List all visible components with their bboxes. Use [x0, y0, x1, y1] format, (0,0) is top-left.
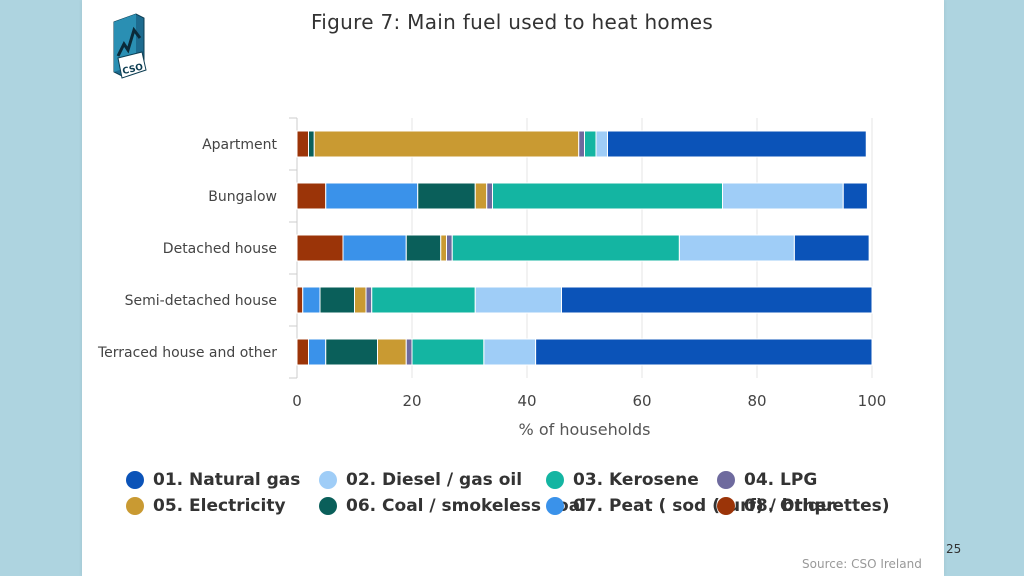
- bar-segment: [325, 182, 419, 210]
- legend-marker: [126, 497, 144, 515]
- bar-segment: [446, 234, 453, 262]
- legend-marker: [319, 471, 337, 489]
- bar-segment: [319, 286, 355, 314]
- bar-segment: [722, 182, 844, 210]
- x-tick-label: 40: [517, 392, 536, 410]
- bar-segment: [308, 338, 327, 366]
- legend-label: 01. Natural gas: [153, 470, 301, 490]
- legend-item[interactable]: 08. Other: [717, 496, 835, 516]
- legend-label: 03. Kerosene: [573, 470, 699, 490]
- bar-segment: [405, 338, 413, 366]
- bar-segment: [296, 338, 309, 366]
- bar-segment: [483, 338, 537, 366]
- legend-label: 05. Electricity: [153, 496, 286, 516]
- bar-segment: [371, 286, 476, 314]
- bar-segment: [451, 234, 680, 262]
- bar-segment: [607, 130, 867, 158]
- svg-text:CSO: CSO: [122, 62, 145, 77]
- bar-segment: [578, 130, 585, 158]
- bar-segment: [793, 234, 870, 262]
- category-label: Detached house: [163, 241, 277, 257]
- page-number: 25: [946, 542, 962, 556]
- bar-segment: [474, 286, 562, 314]
- bar-segment: [313, 130, 580, 158]
- legend-marker: [546, 497, 564, 515]
- bar-segment: [492, 182, 723, 210]
- legend-marker: [319, 497, 337, 515]
- bar-segment: [296, 182, 327, 210]
- chart-title: Figure 7: Main fuel used to heat homes: [310, 10, 714, 34]
- legend-marker: [126, 471, 144, 489]
- bar-segment: [474, 182, 488, 210]
- category-label: Apartment: [202, 137, 277, 153]
- bar-segment: [584, 130, 597, 158]
- bar-segment: [678, 234, 795, 262]
- bar-segment: [440, 234, 447, 262]
- category-label: Terraced house and other: [97, 345, 277, 361]
- x-tick-label: 80: [747, 392, 766, 410]
- legend-marker: [546, 471, 564, 489]
- bar-segment: [842, 182, 868, 210]
- bar-segment: [296, 130, 309, 158]
- bar-segment: [486, 182, 493, 210]
- bar-segment: [308, 130, 315, 158]
- cso-logo: CSO: [113, 13, 147, 79]
- bar-segment: [296, 234, 344, 262]
- bar-segment: [561, 286, 873, 314]
- bar-segment: [417, 182, 476, 210]
- legend-marker: [717, 471, 735, 489]
- x-tick-label: 100: [858, 392, 887, 410]
- legend-label: 04. LPG: [744, 470, 818, 490]
- x-axis-title: % of households: [519, 420, 651, 439]
- bar-segment: [405, 234, 442, 262]
- x-tick-label: 20: [402, 392, 421, 410]
- x-tick-label: 0: [292, 392, 302, 410]
- x-tick-label: 60: [632, 392, 651, 410]
- legend-marker: [717, 497, 735, 515]
- bar-segment: [365, 286, 373, 314]
- legend-item[interactable]: 06. Coal / smokeless coal: [319, 496, 586, 516]
- bar-segment: [411, 338, 485, 366]
- legend-item[interactable]: 05. Electricity: [126, 496, 286, 516]
- bar-segment: [302, 286, 321, 314]
- legend-item[interactable]: 02. Diesel / gas oil: [319, 470, 522, 490]
- bar-segment: [296, 286, 304, 314]
- source-note: Source: CSO Ireland: [802, 557, 922, 571]
- bar-segment: [595, 130, 608, 158]
- legend-item[interactable]: 01. Natural gas: [126, 470, 300, 490]
- bar-segment: [342, 234, 407, 262]
- legend-item[interactable]: 04. LPG: [717, 470, 817, 490]
- bar-segment: [377, 338, 407, 366]
- legend-item[interactable]: 03. Kerosene: [546, 470, 699, 490]
- bar-segment: [325, 338, 378, 366]
- bar-segment: [354, 286, 367, 314]
- category-label: Bungalow: [208, 189, 277, 205]
- legend-label: 08. Other: [744, 496, 835, 516]
- legend-label: 02. Diesel / gas oil: [346, 470, 523, 490]
- category-label: Semi-detached house: [125, 293, 277, 309]
- legend-label: 06. Coal / smokeless coal: [346, 496, 586, 516]
- bar-segment: [535, 338, 873, 366]
